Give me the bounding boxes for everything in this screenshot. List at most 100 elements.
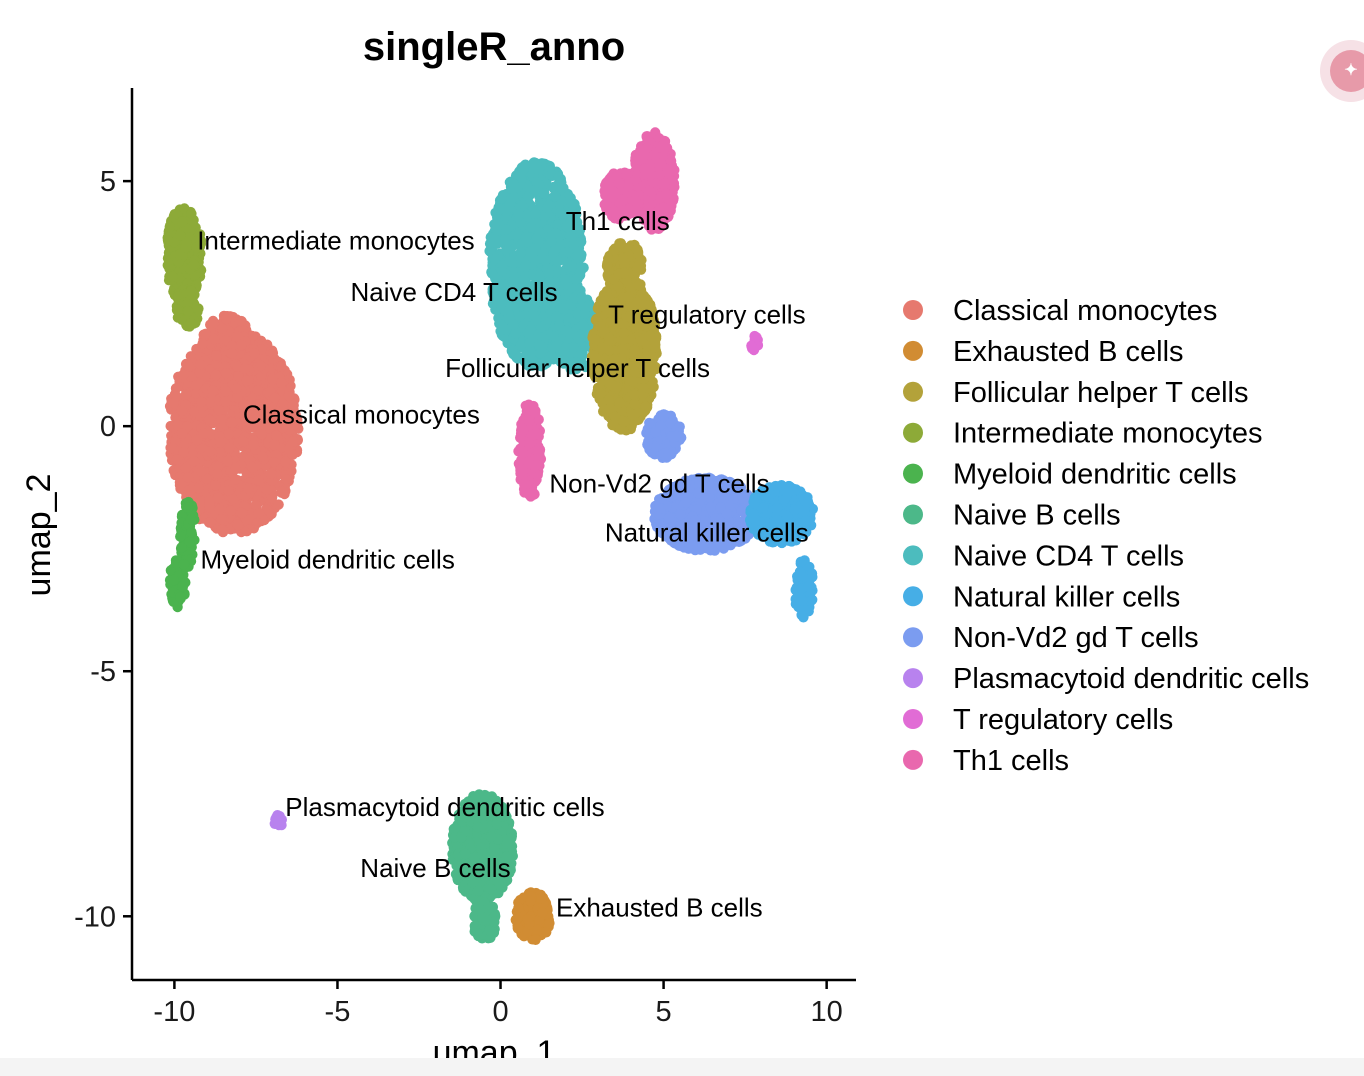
data-point bbox=[230, 474, 241, 485]
data-point bbox=[269, 392, 281, 404]
data-point bbox=[500, 233, 511, 245]
data-point bbox=[227, 417, 238, 428]
data-point bbox=[668, 182, 680, 193]
data-point bbox=[546, 236, 557, 247]
data-point bbox=[277, 485, 288, 497]
data-point bbox=[188, 259, 200, 270]
data-point bbox=[583, 300, 594, 312]
data-point bbox=[552, 256, 564, 267]
data-point bbox=[530, 245, 541, 256]
data-point bbox=[200, 328, 211, 339]
data-point bbox=[532, 428, 543, 440]
data-point bbox=[658, 143, 670, 155]
data-point bbox=[508, 191, 519, 203]
data-point bbox=[177, 581, 188, 592]
data-point bbox=[191, 242, 202, 253]
data-point bbox=[513, 208, 525, 220]
data-point bbox=[553, 171, 564, 182]
data-point bbox=[273, 499, 284, 510]
data-point bbox=[162, 235, 174, 246]
data-point bbox=[269, 457, 280, 468]
data-point bbox=[226, 348, 238, 359]
data-point bbox=[644, 185, 655, 196]
data-point bbox=[171, 454, 183, 465]
data-point bbox=[267, 374, 278, 385]
data-point bbox=[253, 508, 265, 519]
data-point bbox=[220, 385, 231, 397]
data-point bbox=[248, 439, 259, 451]
data-point bbox=[225, 505, 236, 516]
data-point bbox=[236, 339, 247, 351]
data-point bbox=[222, 455, 233, 467]
data-point bbox=[214, 437, 226, 448]
data-point bbox=[180, 462, 191, 474]
data-point bbox=[236, 315, 247, 327]
data-point bbox=[220, 396, 231, 407]
data-point bbox=[210, 480, 221, 491]
data-point bbox=[660, 189, 672, 200]
data-point bbox=[188, 214, 199, 226]
data-point bbox=[504, 313, 515, 324]
data-point bbox=[515, 247, 526, 258]
data-point bbox=[237, 436, 249, 447]
data-point bbox=[576, 292, 587, 304]
data-point bbox=[284, 391, 295, 402]
data-point bbox=[167, 271, 178, 282]
cluster-points-classical-monocytes bbox=[164, 310, 304, 538]
cluster-points-myeloid-dendritic-cells bbox=[164, 496, 200, 613]
data-point bbox=[177, 216, 188, 227]
data-point bbox=[497, 322, 508, 333]
data-point bbox=[276, 377, 287, 388]
data-point bbox=[256, 429, 267, 440]
data-point bbox=[223, 428, 235, 440]
data-point bbox=[277, 422, 288, 433]
data-point bbox=[196, 466, 207, 477]
data-point bbox=[555, 207, 566, 218]
points-layer bbox=[162, 127, 818, 945]
data-point bbox=[207, 385, 219, 396]
data-point bbox=[231, 383, 242, 394]
data-point bbox=[267, 347, 279, 359]
data-point bbox=[217, 323, 228, 334]
data-point bbox=[238, 399, 249, 410]
data-point bbox=[287, 449, 298, 460]
data-point bbox=[530, 208, 541, 219]
data-point bbox=[249, 348, 260, 359]
data-point bbox=[568, 239, 579, 250]
data-point bbox=[180, 389, 192, 400]
data-point bbox=[527, 309, 539, 320]
data-point bbox=[669, 164, 680, 176]
data-point bbox=[175, 531, 186, 542]
data-point bbox=[572, 273, 583, 284]
data-point bbox=[542, 202, 553, 213]
data-point bbox=[210, 369, 222, 381]
data-point bbox=[535, 322, 547, 333]
data-point bbox=[286, 412, 297, 423]
data-point bbox=[170, 383, 182, 394]
data-point bbox=[196, 396, 207, 408]
data-point bbox=[496, 266, 508, 277]
data-point bbox=[262, 484, 273, 495]
data-point bbox=[612, 171, 623, 182]
data-point bbox=[513, 446, 524, 457]
data-point bbox=[265, 468, 276, 479]
data-point bbox=[188, 455, 199, 467]
data-point bbox=[530, 459, 542, 471]
data-point bbox=[164, 221, 175, 233]
data-point bbox=[205, 396, 216, 408]
data-point bbox=[165, 565, 177, 576]
data-point bbox=[185, 484, 197, 495]
data-point bbox=[266, 508, 277, 520]
data-point bbox=[178, 447, 189, 458]
data-point bbox=[230, 463, 241, 475]
data-point bbox=[572, 250, 583, 262]
data-point bbox=[281, 474, 292, 485]
data-point bbox=[195, 359, 206, 370]
data-point bbox=[551, 341, 562, 352]
data-point bbox=[658, 178, 669, 190]
data-point bbox=[243, 483, 254, 494]
data-point bbox=[520, 232, 532, 243]
data-point bbox=[514, 170, 525, 181]
cluster-points-intermediate-monocytes bbox=[162, 203, 207, 332]
data-point bbox=[175, 230, 186, 241]
